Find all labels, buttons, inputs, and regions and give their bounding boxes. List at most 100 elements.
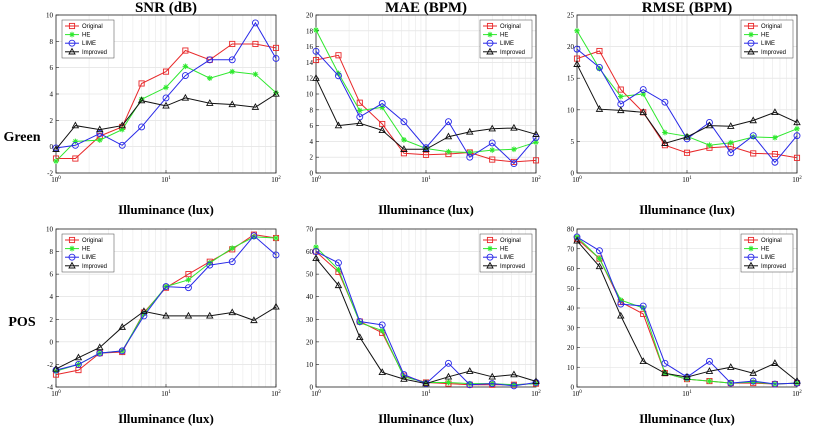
- data-point-he: [466, 380, 473, 387]
- x-tick-label: 101: [682, 390, 692, 398]
- data-point-lime: [771, 380, 779, 388]
- data-point-lime: [335, 72, 342, 80]
- data-point-improved: [573, 60, 581, 67]
- data-point-improved: [251, 103, 260, 110]
- data-point-original: [138, 80, 145, 87]
- data-point-lime: [532, 379, 540, 386]
- legend-marker-improved: [486, 47, 494, 55]
- x-tick-label: 102: [531, 390, 541, 398]
- chart-title: SNR (dB): [135, 0, 197, 16]
- data-point-lime: [96, 130, 104, 137]
- x-tick-label: 100: [311, 390, 321, 398]
- y-tick-label: 10: [567, 106, 575, 114]
- data-point-original: [182, 47, 189, 54]
- data-point-lime: [749, 132, 757, 140]
- data-point-lime: [52, 366, 60, 374]
- y-tick-label: 6: [310, 122, 314, 130]
- data-point-original: [422, 151, 430, 158]
- legend-label-lime: LIME: [82, 41, 96, 47]
- legend-marker-lime: [486, 253, 494, 261]
- data-point-original: [72, 155, 79, 162]
- data-point-improved: [140, 307, 148, 315]
- y-tick-label: 25: [567, 12, 575, 20]
- y-tick-label: 0: [310, 170, 314, 178]
- data-point-he: [750, 379, 757, 385]
- data-point-he: [53, 158, 59, 164]
- data-point-improved: [422, 145, 430, 152]
- data-point-improved: [595, 262, 604, 270]
- row-label-pos: POS: [8, 315, 35, 330]
- data-point-lime: [335, 259, 342, 267]
- legend-label-original: Original: [82, 238, 103, 244]
- data-point-improved: [617, 106, 625, 114]
- data-point-lime: [75, 360, 82, 368]
- y-tick-label: 2: [50, 316, 54, 324]
- y-tick-label: 18: [306, 27, 314, 35]
- data-point-improved: [378, 126, 386, 133]
- data-point-improved: [683, 372, 691, 380]
- data-point-improved: [661, 369, 669, 376]
- data-point-he: [466, 149, 473, 156]
- data-point-improved: [228, 308, 236, 316]
- data-point-original: [185, 271, 192, 278]
- legend-label-lime: LIME: [500, 255, 514, 261]
- data-point-he: [273, 89, 279, 96]
- legend-label-improved: Improved: [500, 264, 525, 270]
- data-point-he: [379, 327, 386, 334]
- y-tick-label: 60: [306, 248, 314, 256]
- legend-label-improved: Improved: [761, 264, 786, 270]
- legend-marker-improved: [747, 261, 755, 269]
- legend-label-original: Original: [500, 24, 521, 30]
- data-point-lime: [272, 251, 280, 259]
- data-point-original: [162, 68, 170, 75]
- data-point-improved: [184, 311, 193, 319]
- series-line-improved: [55, 306, 277, 370]
- data-point-he: [794, 125, 800, 132]
- data-point-he: [401, 137, 407, 143]
- data-point-improved: [400, 145, 408, 152]
- data-point-he: [640, 91, 647, 97]
- y-tick-label: 16: [306, 43, 314, 51]
- data-point-lime: [488, 139, 496, 147]
- data-point-improved: [661, 139, 669, 146]
- legend-label-lime: LIME: [500, 41, 514, 47]
- data-point-improved: [74, 353, 83, 361]
- y-tick-label: 4: [50, 293, 54, 301]
- legend-marker-improved: [747, 47, 755, 55]
- data-point-improved: [400, 374, 408, 382]
- y-tick-label: 8: [310, 106, 314, 114]
- data-point-he: [750, 134, 757, 140]
- chart-title: RMSE (BPM): [642, 0, 732, 16]
- y-tick-label: 8: [50, 38, 54, 46]
- data-point-improved: [71, 121, 80, 129]
- data-point-original: [312, 56, 320, 64]
- data-point-he: [727, 139, 734, 146]
- data-point-lime: [378, 321, 386, 329]
- legend-label-lime: LIME: [761, 255, 775, 261]
- legend-marker-original: [486, 236, 494, 244]
- data-point-he: [313, 244, 319, 250]
- data-point-he: [533, 139, 539, 145]
- data-point-improved: [422, 379, 430, 387]
- data-point-he: [182, 63, 189, 70]
- row-label-green: Green: [3, 130, 40, 145]
- y-tick-label: 4: [50, 91, 54, 99]
- series-line-lime: [55, 235, 277, 371]
- x-tick-label: 102: [792, 390, 802, 398]
- data-point-improved: [771, 359, 779, 366]
- x-axis-label: Illuminance (lux): [639, 411, 735, 426]
- data-point-improved: [181, 93, 190, 101]
- data-point-improved: [573, 236, 581, 244]
- x-tick-label: 100: [572, 176, 582, 184]
- data-point-lime: [445, 359, 452, 367]
- data-point-lime: [118, 141, 126, 149]
- legend-marker-lime: [747, 253, 755, 261]
- y-tick-label: 50: [567, 285, 575, 293]
- y-tick-label: 70: [567, 245, 575, 253]
- data-point-original: [252, 40, 259, 48]
- y-tick-label: 0: [50, 338, 54, 346]
- data-point-original: [272, 44, 280, 51]
- y-tick-label: 8: [50, 248, 54, 256]
- data-point-lime: [466, 381, 474, 389]
- data-point-lime: [181, 72, 189, 80]
